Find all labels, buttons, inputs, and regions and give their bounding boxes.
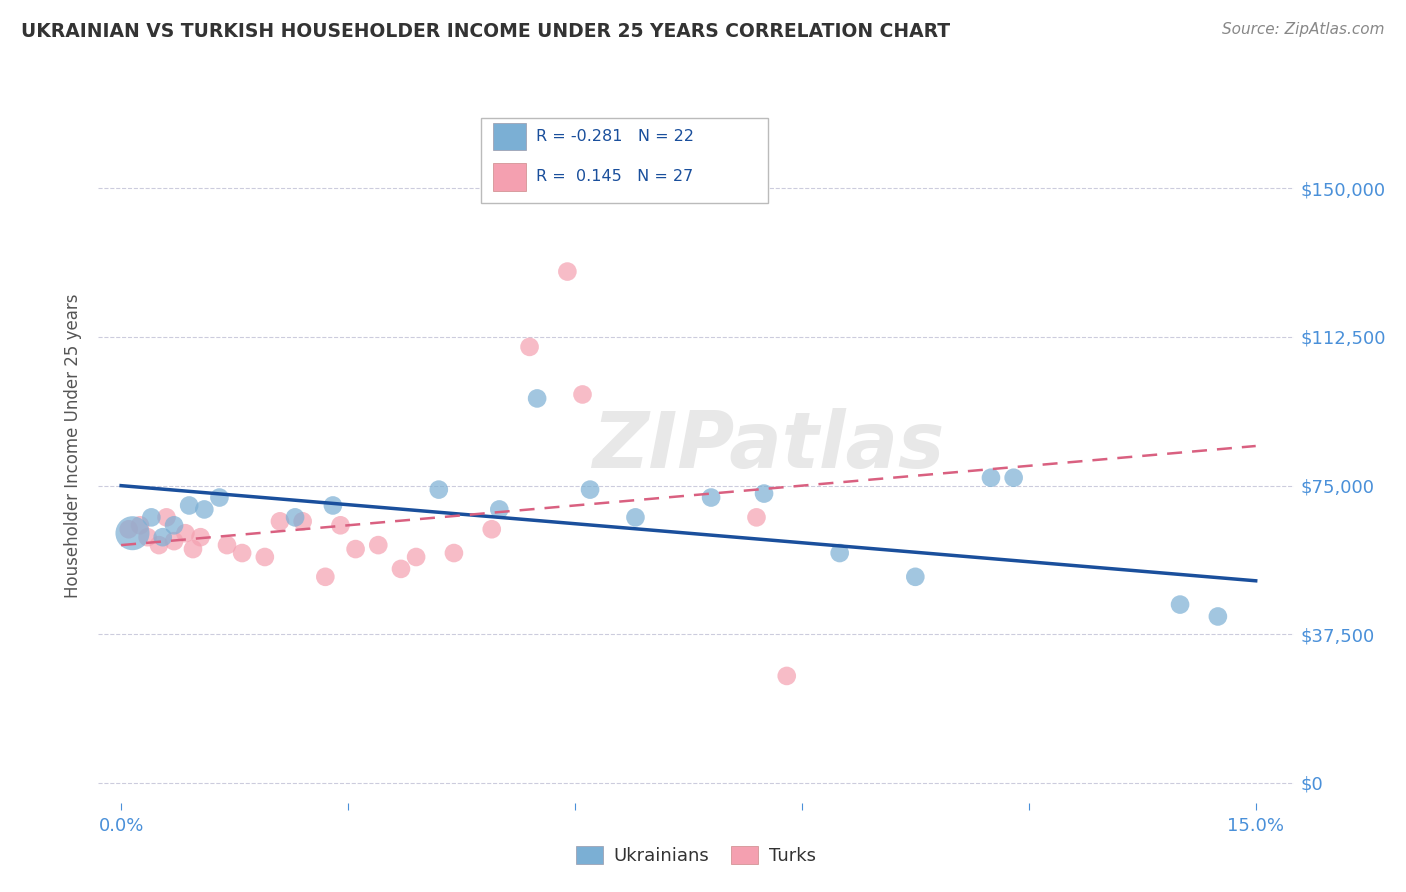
Point	[141, 510, 163, 524]
Point	[700, 491, 723, 505]
Point	[148, 538, 170, 552]
Point	[174, 526, 197, 541]
Point	[215, 538, 238, 552]
Point	[121, 526, 143, 541]
Point	[776, 669, 799, 683]
Point	[152, 530, 174, 544]
Text: UKRAINIAN VS TURKISH HOUSEHOLDER INCOME UNDER 25 YEARS CORRELATION CHART: UKRAINIAN VS TURKISH HOUSEHOLDER INCOME …	[21, 22, 950, 41]
Point	[745, 510, 768, 524]
Point	[367, 538, 389, 552]
Point	[163, 518, 186, 533]
Point	[519, 340, 541, 354]
Point	[1206, 609, 1229, 624]
Point	[208, 491, 231, 505]
Text: ZIPatlas: ZIPatlas	[592, 408, 943, 484]
Point	[291, 514, 314, 528]
Point	[579, 483, 602, 497]
Point	[193, 502, 215, 516]
Point	[118, 522, 141, 536]
Point	[526, 392, 548, 406]
Point	[488, 502, 510, 516]
Point	[253, 549, 276, 564]
Point	[389, 562, 412, 576]
Point	[181, 542, 204, 557]
Point	[163, 534, 186, 549]
Point	[557, 264, 579, 278]
Point	[571, 387, 593, 401]
Text: Source: ZipAtlas.com: Source: ZipAtlas.com	[1222, 22, 1385, 37]
Point	[427, 483, 450, 497]
Point	[1168, 598, 1191, 612]
Point	[344, 542, 367, 557]
Legend: Ukrainians, Turks: Ukrainians, Turks	[568, 838, 824, 872]
FancyBboxPatch shape	[494, 163, 526, 191]
Point	[904, 570, 927, 584]
Point	[443, 546, 465, 560]
Point	[1002, 471, 1025, 485]
Point	[155, 510, 177, 524]
Point	[624, 510, 647, 524]
Point	[329, 518, 352, 533]
Point	[752, 486, 775, 500]
FancyBboxPatch shape	[494, 123, 526, 150]
Point	[405, 549, 427, 564]
Point	[980, 471, 1002, 485]
Point	[828, 546, 851, 560]
Y-axis label: Householder Income Under 25 years: Householder Income Under 25 years	[65, 293, 83, 599]
Point	[284, 510, 307, 524]
FancyBboxPatch shape	[481, 118, 768, 203]
Point	[322, 499, 344, 513]
Text: R =  0.145   N = 27: R = 0.145 N = 27	[536, 169, 693, 185]
Point	[190, 530, 212, 544]
Point	[314, 570, 336, 584]
Point	[269, 514, 291, 528]
Point	[179, 499, 201, 513]
Point	[136, 530, 159, 544]
Text: R = -0.281   N = 22: R = -0.281 N = 22	[536, 129, 693, 145]
Point	[231, 546, 253, 560]
Point	[129, 518, 152, 533]
Point	[481, 522, 503, 536]
